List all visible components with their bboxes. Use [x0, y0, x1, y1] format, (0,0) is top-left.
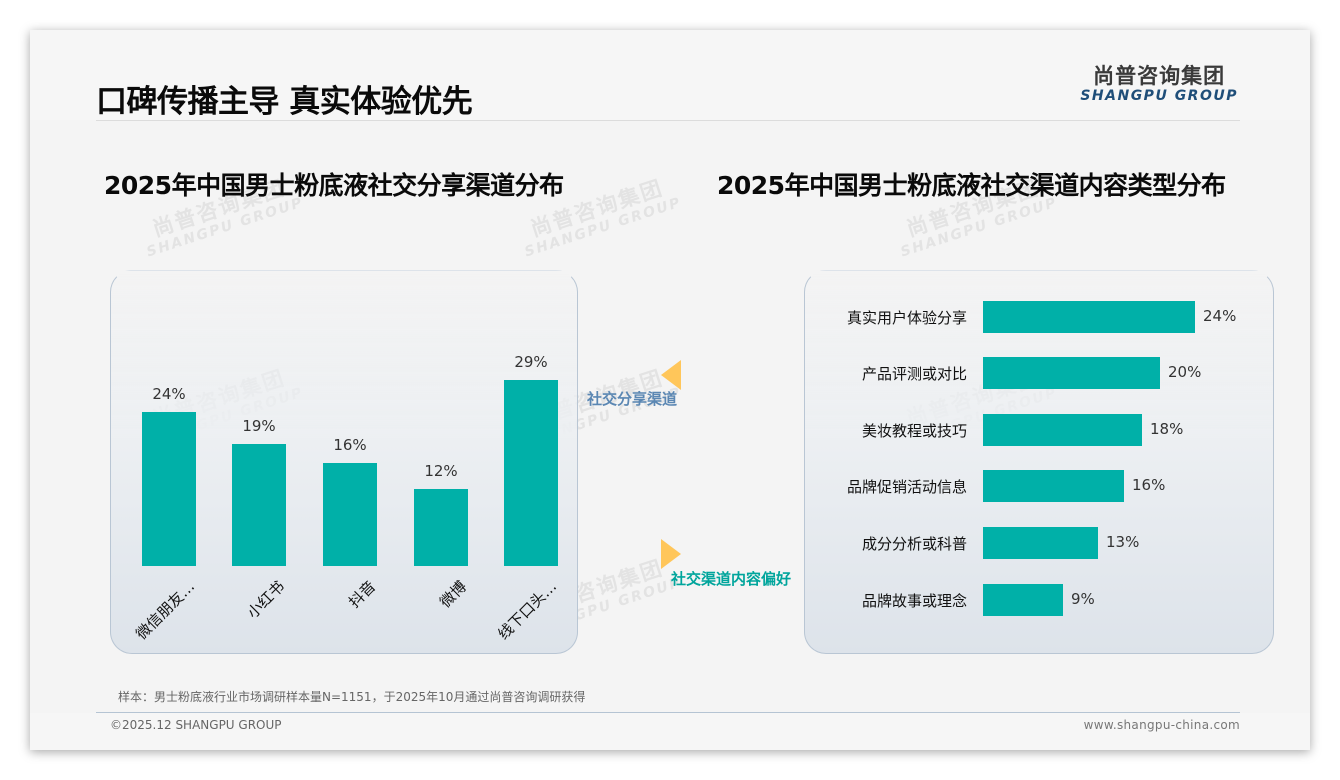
bar-1	[232, 444, 286, 566]
bar-value-label: 9%	[1071, 590, 1095, 608]
bar-value-label: 24%	[152, 385, 186, 403]
bar-value-label: 16%	[333, 436, 367, 454]
bar-0	[142, 412, 196, 566]
website-link[interactable]: www.shangpu-china.com	[1083, 718, 1240, 732]
page-title: 口碑传播主导 真实体验优先	[96, 84, 473, 120]
hbar-1	[983, 357, 1160, 389]
slide: 口碑传播主导 真实体验优先 尚普咨询集团 SHANGPU GROUP 尚普咨询集…	[30, 30, 1310, 750]
bar-category-label: 品牌故事或理念	[861, 592, 967, 610]
hbar-5	[983, 584, 1063, 616]
header-band	[30, 30, 1310, 120]
hbar-2	[983, 414, 1142, 446]
hbar-4	[983, 527, 1098, 559]
hbar-3	[983, 470, 1124, 502]
footer-band	[30, 713, 1310, 750]
bar-value-label: 19%	[242, 417, 276, 435]
arrow-right-icon	[661, 539, 681, 569]
bar-category-label: 真实用户体验分享	[846, 309, 967, 327]
bar-category-label: 成分分析或科普	[861, 535, 967, 553]
connector-label-share-channels: 社交分享渠道	[587, 390, 678, 408]
bar-2	[323, 463, 377, 566]
left-chart-title: 2025年中国男士粉底液社交分享渠道分布	[104, 171, 564, 200]
footer-divider	[96, 712, 1240, 713]
bar-category-label: 品牌促销活动信息	[846, 478, 967, 496]
right-chart-title: 2025年中国男士粉底液社交渠道内容类型分布	[717, 171, 1226, 200]
bar-value-label: 18%	[1150, 420, 1184, 438]
bar-value-label: 24%	[1203, 307, 1237, 325]
logo-cn: 尚普咨询集团	[1093, 64, 1226, 88]
bar-value-label: 12%	[424, 462, 458, 480]
sample-footnote: 样本：男士粉底液行业市场调研样本量N=1151，于2025年10月通过尚普咨询调…	[118, 690, 586, 704]
connector-label-content-preference: 社交渠道内容偏好	[671, 570, 792, 588]
bar-value-label: 16%	[1132, 476, 1166, 494]
bar-category-label: 美妆教程或技巧	[861, 422, 967, 440]
bar-value-label: 13%	[1106, 533, 1140, 551]
company-logo: 尚普咨询集团 SHANGPU GROUP	[1080, 64, 1238, 104]
bar-4	[504, 380, 558, 566]
bar-category-label: 产品评测或对比	[861, 365, 967, 383]
bar-value-label: 20%	[1168, 363, 1202, 381]
copyright: ©2025.12 SHANGPU GROUP	[110, 718, 282, 732]
logo-en: SHANGPU GROUP	[1080, 88, 1238, 104]
bar-3	[414, 489, 468, 566]
hbar-0	[983, 301, 1195, 333]
bar-value-label: 29%	[514, 353, 548, 371]
arrow-left-icon	[661, 360, 681, 390]
header-divider	[96, 120, 1240, 121]
